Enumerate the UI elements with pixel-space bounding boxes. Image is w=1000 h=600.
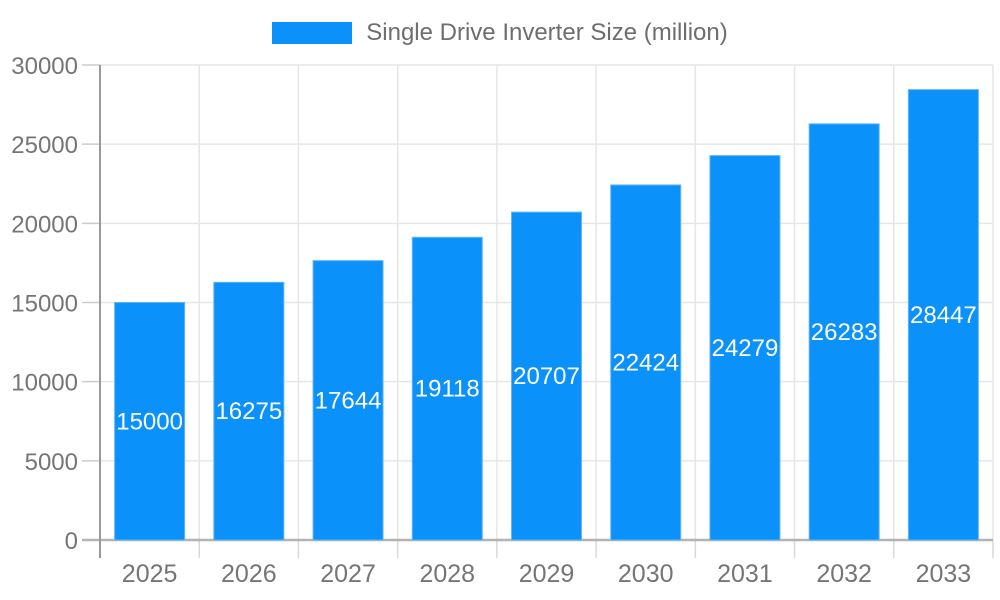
- bar-2029: [511, 211, 582, 541]
- bar-2025: [114, 302, 186, 541]
- y-tick-label: 15000: [11, 291, 78, 318]
- bar-value-label: 20707: [513, 363, 580, 390]
- bar-2033: [907, 89, 979, 541]
- bar-value-label: 22424: [612, 349, 679, 376]
- bar-2032: [808, 123, 880, 541]
- x-tick-label: 2026: [221, 560, 277, 588]
- y-tick-label: 20000: [11, 211, 78, 238]
- bar-value-label: 24279: [712, 335, 779, 362]
- x-tick-label: 2029: [519, 560, 575, 588]
- bar-2030: [610, 184, 682, 541]
- y-tick-label: 10000: [11, 370, 78, 397]
- legend-label: Single Drive Inverter Size (million): [366, 19, 728, 46]
- bar-value-label: 19118: [415, 376, 480, 403]
- bar-2028: [411, 236, 483, 541]
- y-tick-label: 0: [65, 528, 78, 555]
- bar-2026: [213, 281, 285, 541]
- x-tick-label: 2025: [122, 560, 178, 588]
- bar-value-label: 17644: [315, 387, 382, 414]
- legend-color-swatch: [272, 22, 353, 44]
- chart-legend[interactable]: Single Drive Inverter Size (million): [0, 20, 1000, 46]
- x-tick-label: 2032: [816, 560, 872, 588]
- bar-value-label: 16275: [215, 398, 282, 425]
- bar-2027: [312, 260, 384, 541]
- x-tick-label: 2031: [717, 560, 773, 588]
- bar-value-label: 26283: [811, 319, 878, 346]
- x-tick-label: 2027: [320, 560, 376, 588]
- x-tick-label: 2030: [618, 560, 674, 588]
- bar-value-label: 15000: [116, 408, 183, 435]
- bar-2031: [709, 155, 781, 541]
- x-tick-label: 2028: [419, 560, 475, 588]
- y-tick-label: 5000: [25, 449, 78, 476]
- y-tick-label: 30000: [11, 53, 78, 80]
- x-tick-label: 2033: [916, 560, 972, 588]
- bar-value-label: 28447: [910, 302, 977, 329]
- y-tick-label: 25000: [11, 132, 78, 159]
